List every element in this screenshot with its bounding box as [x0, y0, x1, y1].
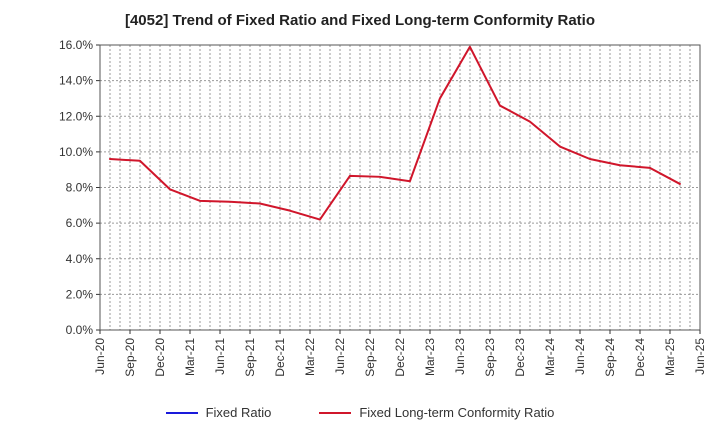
- x-tick-label: Jun-23: [453, 338, 467, 375]
- legend-label-fixed-ratio: Fixed Ratio: [205, 405, 272, 420]
- x-tick-label: Jun-24: [573, 338, 587, 375]
- x-tick-label: Jun-20: [93, 338, 107, 375]
- y-tick-label: 4.0%: [66, 252, 94, 266]
- legend: Fixed Ratio Fixed Long-term Conformity R…: [0, 405, 720, 420]
- x-tick-label: Dec-21: [273, 338, 287, 377]
- x-tick-label: Dec-20: [153, 338, 167, 377]
- x-tick-label: Jun-25: [693, 338, 707, 375]
- x-tick-label: Dec-22: [393, 338, 407, 377]
- x-tick-label: Sep-23: [483, 338, 497, 377]
- x-tick-label: Sep-20: [123, 338, 137, 377]
- y-tick-label: 16.0%: [59, 38, 93, 52]
- x-tick-label: Mar-24: [543, 338, 557, 376]
- y-tick-label: 8.0%: [66, 181, 94, 195]
- x-tick-label: Sep-21: [243, 338, 257, 377]
- y-tick-label: 12.0%: [59, 109, 93, 123]
- y-tick-label: 6.0%: [66, 216, 94, 230]
- x-tick-label: Mar-21: [183, 338, 197, 376]
- x-tick-label: Sep-22: [363, 338, 377, 377]
- y-tick-label: 10.0%: [59, 145, 93, 159]
- legend-item-fixed-ratio: Fixed Ratio: [165, 405, 272, 420]
- x-tick-label: Mar-23: [423, 338, 437, 376]
- legend-swatch-fixed-ratio: [165, 411, 198, 414]
- y-tick-label: 14.0%: [59, 74, 93, 88]
- x-tick-label: Mar-22: [303, 338, 317, 376]
- x-tick-label: Mar-25: [663, 338, 677, 376]
- y-tick-label: 2.0%: [66, 287, 94, 301]
- x-tick-label: Jun-21: [213, 338, 227, 375]
- x-tick-label: Dec-24: [633, 338, 647, 377]
- series-line-1: [108, 45, 681, 221]
- y-tick-label: 0.0%: [66, 323, 94, 337]
- legend-item-conformity-ratio: Fixed Long-term Conformity Ratio: [319, 405, 554, 420]
- legend-label-conformity-ratio: Fixed Long-term Conformity Ratio: [359, 405, 555, 420]
- x-tick-label: Sep-24: [603, 338, 617, 377]
- x-tick-label: Jun-22: [333, 338, 347, 375]
- legend-swatch-conformity-ratio: [319, 411, 352, 414]
- chart-title: [4052] Trend of Fixed Ratio and Fixed Lo…: [124, 12, 596, 29]
- x-tick-label: Dec-23: [513, 338, 527, 377]
